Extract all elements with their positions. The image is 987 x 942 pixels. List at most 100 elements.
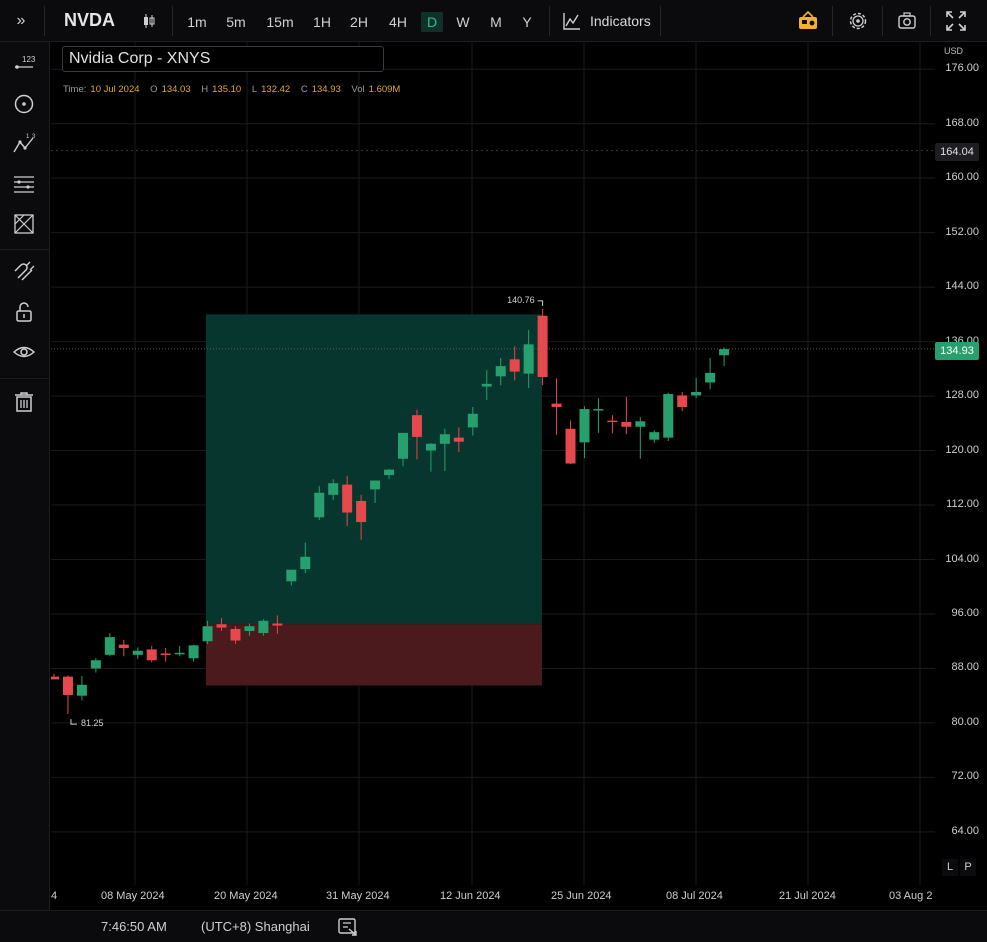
- indicators-icon: [563, 13, 580, 30]
- fullscreen-icon[interactable]: [945, 10, 967, 32]
- percent-scale-button[interactable]: P: [960, 859, 976, 876]
- settings-gear-icon[interactable]: [847, 10, 869, 32]
- time-label: 20 May 2024: [214, 890, 278, 902]
- timeframe-2h-button[interactable]: 2H: [350, 14, 368, 30]
- timeframe-1m-button[interactable]: 1m: [187, 14, 207, 30]
- candlestick-chart-type-icon[interactable]: [141, 12, 157, 30]
- pattern-icon[interactable]: [12, 212, 36, 236]
- toolbar-divider: [172, 6, 173, 36]
- price-scale-123-icon[interactable]: 123: [12, 52, 36, 76]
- expand-sidebar-button[interactable]: »: [16, 12, 26, 29]
- legend-open-value: 134.03: [161, 84, 191, 95]
- candle-up: [202, 626, 213, 642]
- time-label: 31 May 2024: [326, 890, 390, 902]
- toolbar-divider: [832, 6, 833, 36]
- time-label: 21 Jul 2024: [779, 890, 836, 902]
- currency-label: USD: [944, 46, 964, 56]
- time-label: 25 Jun 2024: [551, 890, 612, 902]
- trend-line-icon[interactable]: 1 3: [12, 132, 36, 156]
- indicators-button[interactable]: Indicators: [562, 10, 651, 32]
- candle-down: [537, 315, 548, 378]
- legend-low-key: L: [251, 84, 258, 95]
- price-axis[interactable]: 176.00 168.00 160.00 152.00 144.00 136.00 128.…: [935, 42, 987, 885]
- indicators-label: Indicators: [590, 13, 651, 29]
- timezone-selector[interactable]: (UTC+8) Shanghai: [201, 919, 310, 934]
- low-price-label: 81.25: [81, 718, 104, 728]
- symbol-title-box[interactable]: Nvidia Corp - XNYS: [62, 46, 384, 72]
- price-axis-label: 120.00: [945, 443, 979, 456]
- candle-down: [509, 359, 520, 372]
- candle-down: [677, 395, 688, 407]
- timeframe-y-button[interactable]: Y: [522, 14, 532, 30]
- svg-text:123: 123: [22, 55, 36, 64]
- ohlc-legend: Time: 10 Jul 2024 O 134.03 H 135.10 L 132.42…: [63, 84, 408, 95]
- svg-text:1: 1: [26, 134, 30, 140]
- candle-up: [663, 394, 674, 438]
- sidebar-divider: [0, 249, 50, 250]
- timeframe-m-button[interactable]: M: [490, 14, 502, 30]
- symbol-search-button[interactable]: NVDA: [64, 10, 116, 30]
- price-axis-label: 176.00: [945, 62, 979, 75]
- loss-zone: [206, 624, 542, 686]
- toolbar-divider: [930, 6, 931, 36]
- candle-up: [286, 569, 297, 582]
- timeframe-1h-button[interactable]: 1H: [313, 14, 331, 30]
- fib-retracement-icon[interactable]: [12, 172, 36, 196]
- price-axis-label: 96.00: [951, 606, 979, 619]
- crosshair-icon[interactable]: [12, 92, 36, 116]
- legend-time-key: Time:: [63, 84, 87, 95]
- profit-zone: [206, 314, 542, 625]
- legend-volume-value: 1.609M: [368, 84, 401, 95]
- candle-up: [174, 652, 185, 655]
- timeframe-4h-button[interactable]: 4H: [389, 14, 407, 30]
- toolbar-divider: [549, 6, 550, 36]
- price-axis-label: 72.00: [951, 770, 979, 783]
- timeframe-d-button[interactable]: D: [421, 12, 443, 32]
- price-axis-label: 104.00: [945, 552, 979, 565]
- candle-up: [300, 556, 311, 570]
- time-label: 08 May 2024: [101, 890, 165, 902]
- candle-up: [132, 650, 143, 655]
- candle-up: [76, 684, 87, 696]
- news-icon[interactable]: [797, 10, 819, 32]
- candle-down: [51, 676, 59, 680]
- candle-up: [649, 432, 660, 440]
- candle-down: [118, 644, 129, 649]
- candle-up: [244, 626, 255, 632]
- magnet-icon[interactable]: [12, 260, 36, 284]
- time-label: 4: [51, 890, 58, 902]
- candle-down: [272, 623, 283, 626]
- drawing-toolbar: 123 1 3: [0, 42, 50, 910]
- camera-snapshot-icon[interactable]: [896, 10, 918, 32]
- time-label: 08 Jul 2024: [666, 890, 723, 902]
- low-marker: [70, 719, 77, 725]
- trash-icon[interactable]: [12, 390, 36, 414]
- log-scale-button[interactable]: L: [942, 859, 958, 876]
- price-chart[interactable]: 140.76 81.25: [51, 42, 935, 885]
- candle-down: [621, 421, 632, 427]
- price-axis-label: 152.00: [945, 225, 979, 238]
- timeframe-5m-button[interactable]: 5m: [226, 14, 246, 30]
- candle-down: [230, 628, 241, 641]
- candle-up: [398, 432, 408, 459]
- candle-up: [691, 392, 702, 396]
- clock-time: 7:46:50 AM: [101, 919, 167, 934]
- lock-icon[interactable]: [12, 300, 36, 324]
- candle-down: [216, 624, 227, 628]
- replay-icon[interactable]: [336, 915, 360, 939]
- candle-up: [719, 349, 730, 356]
- candle-up: [593, 409, 604, 411]
- timeframe-15m-button[interactable]: 15m: [266, 14, 294, 30]
- candle-up: [314, 492, 325, 518]
- candle-up: [635, 421, 646, 427]
- time-axis[interactable]: [51, 885, 987, 910]
- legend-close-value: 134.93: [311, 84, 341, 95]
- candle-up: [705, 372, 716, 383]
- eye-icon[interactable]: [12, 340, 36, 364]
- candle-down: [160, 653, 171, 655]
- crosshair-price-tag: 164.04: [935, 143, 979, 161]
- price-axis-label: 144.00: [945, 280, 979, 293]
- timeframe-w-button[interactable]: W: [456, 14, 470, 30]
- toolbar-divider: [44, 6, 45, 36]
- candle-down: [607, 420, 618, 423]
